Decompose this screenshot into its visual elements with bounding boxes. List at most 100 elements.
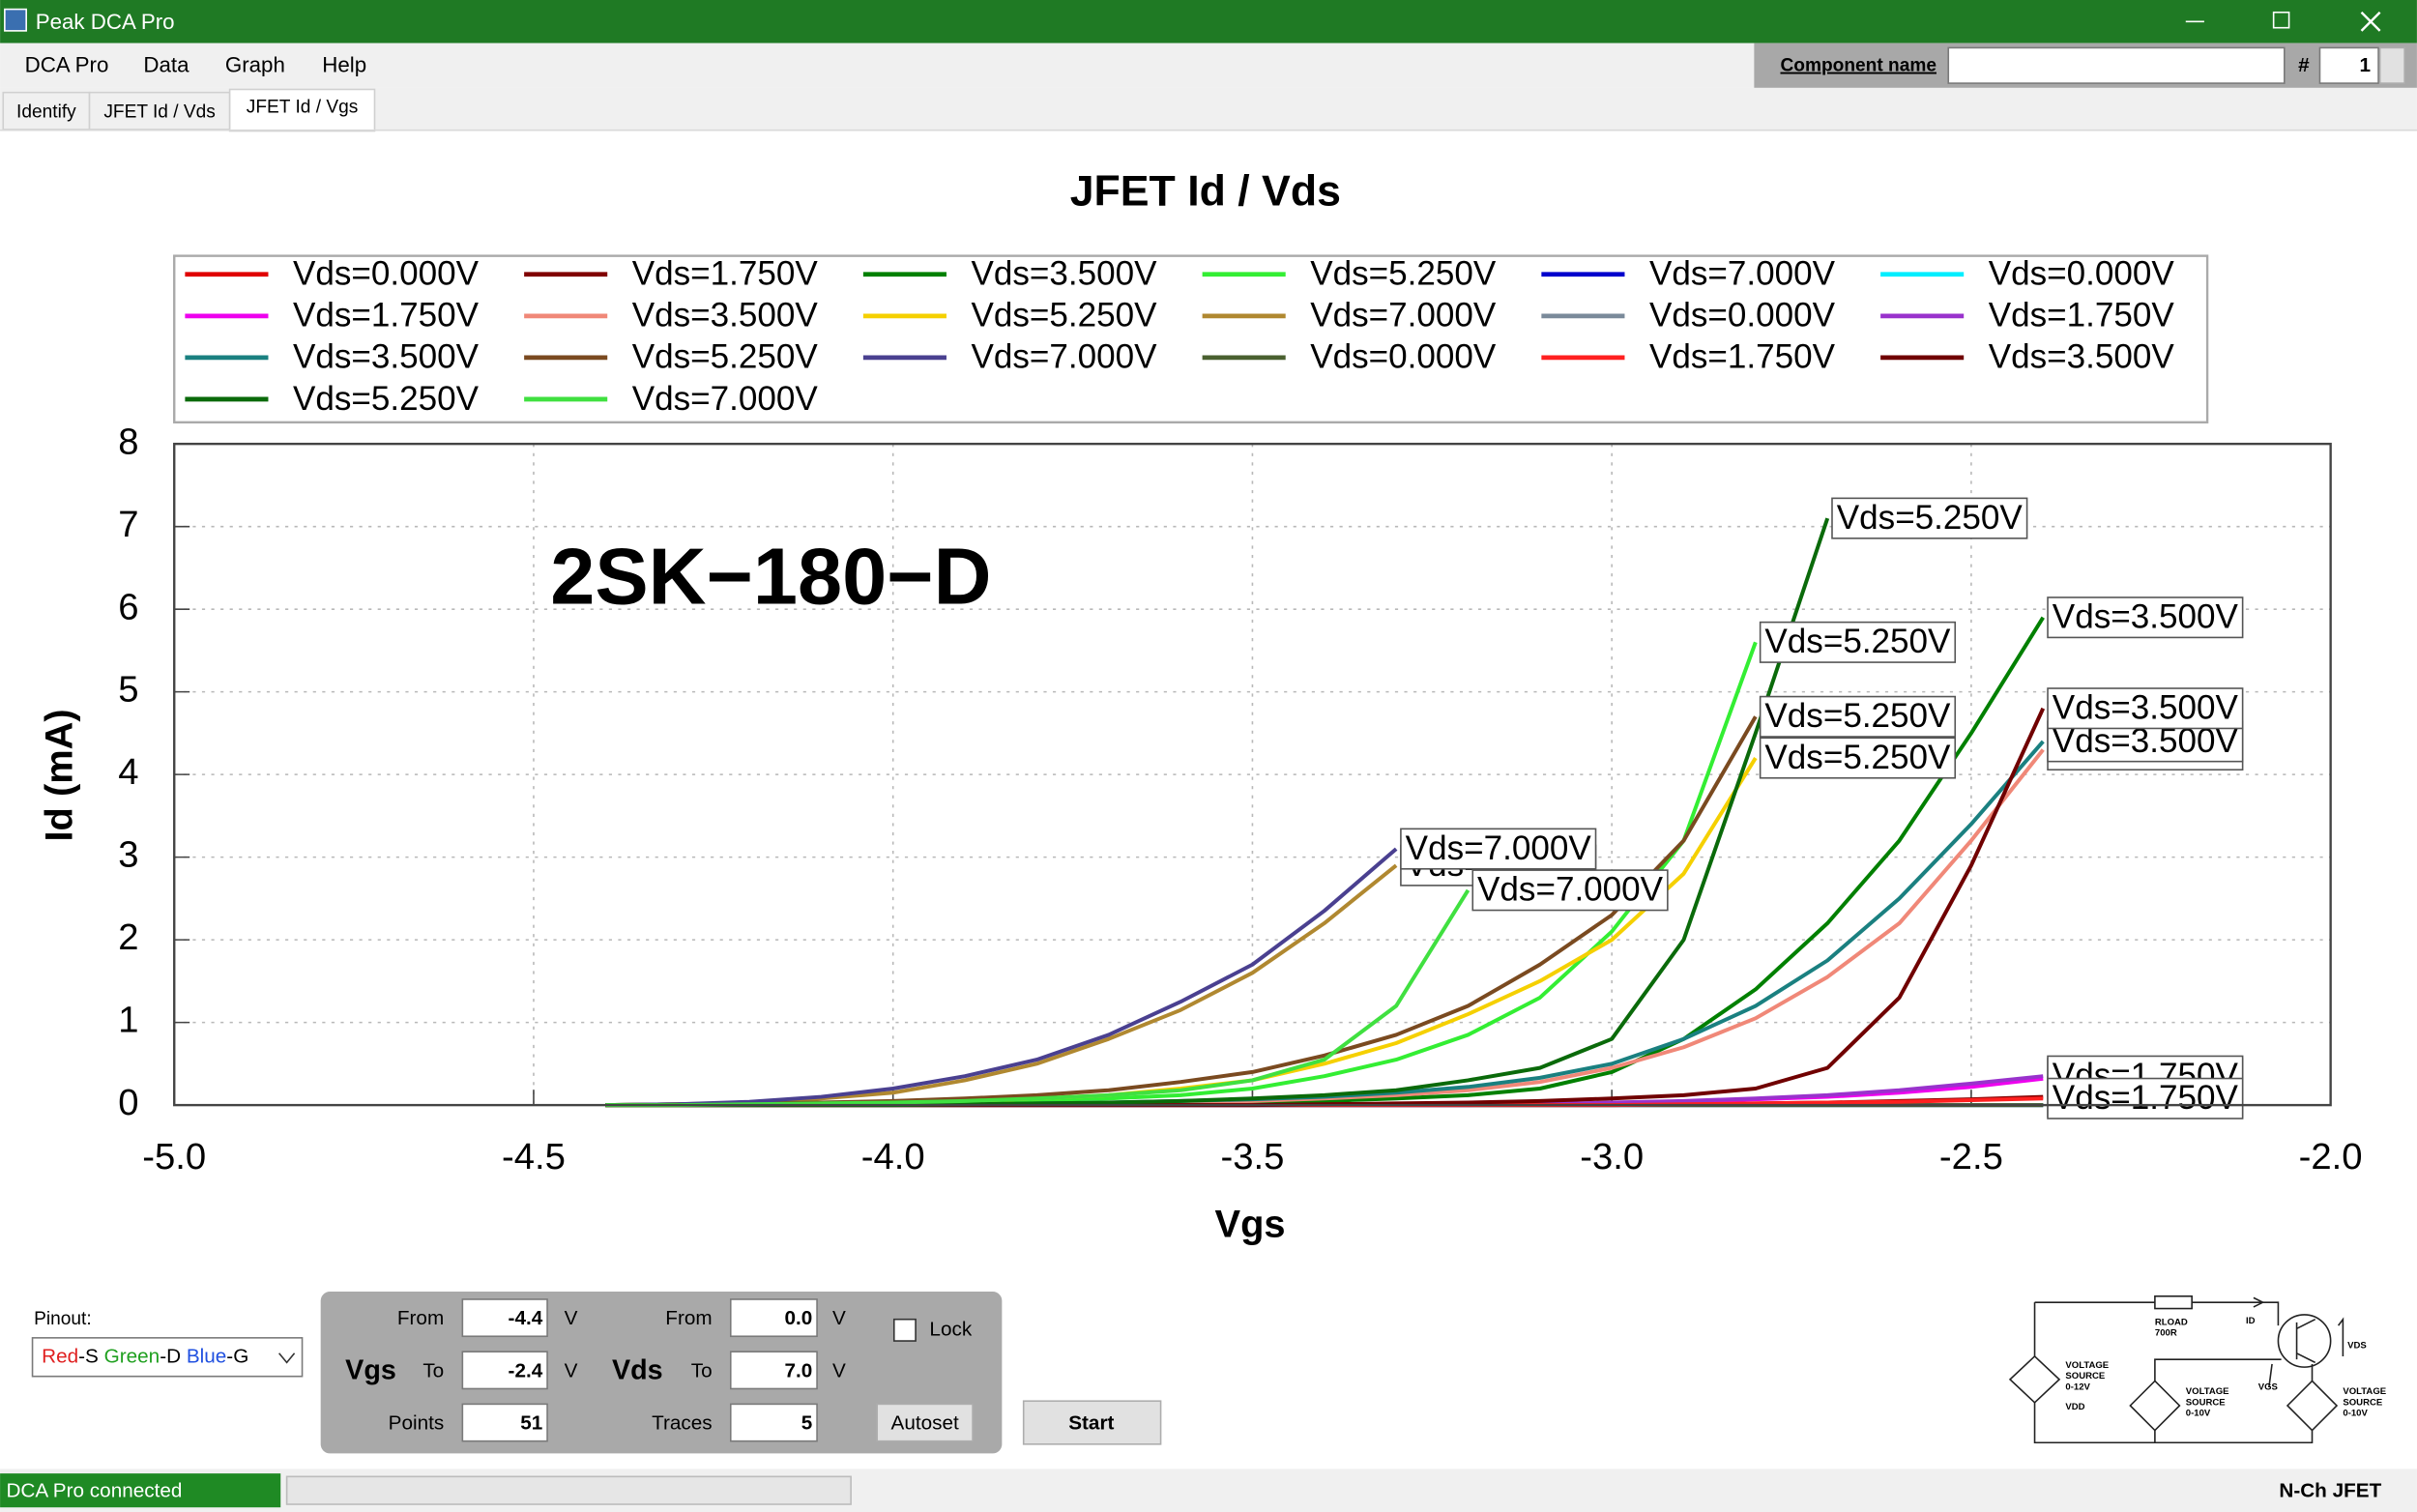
window-title: Peak DCA Pro bbox=[36, 10, 175, 34]
tab-label: JFET Id / Vgs bbox=[247, 98, 358, 118]
legend-label: Vds=5.250V bbox=[1310, 255, 1497, 293]
component-name-input[interactable] bbox=[1947, 46, 2286, 84]
pinout-label: Pinout: bbox=[34, 1309, 92, 1329]
end-label-box bbox=[1471, 869, 1669, 912]
vds-to-label: To bbox=[691, 1359, 713, 1381]
end-label-text: Vds=5.250V bbox=[1764, 697, 1951, 735]
vds-from-input[interactable] bbox=[729, 1298, 818, 1338]
schematic-label: SOURCE bbox=[2343, 1397, 2382, 1408]
end-label: Vds=5.250V bbox=[1831, 497, 2028, 539]
tab-label: Identify bbox=[16, 102, 76, 122]
end-label-box bbox=[2047, 1077, 2244, 1119]
y-axis-label: Id (mA) bbox=[38, 709, 80, 841]
menu-item[interactable]: DCA Pro bbox=[25, 52, 109, 76]
schematic-label: RLOAD bbox=[2155, 1317, 2188, 1327]
vgs-to-unit: V bbox=[565, 1359, 578, 1381]
schematic-label: VOLTAGE bbox=[2186, 1386, 2229, 1397]
end-label: Vds=3.500V bbox=[2047, 687, 2244, 730]
x-tick-label: -2.0 bbox=[2299, 1136, 2363, 1178]
data-line bbox=[605, 847, 1398, 1108]
legend-box bbox=[173, 254, 2209, 424]
end-label: Vds=5.250V bbox=[1759, 737, 1957, 779]
menu-item[interactable]: Help bbox=[322, 52, 366, 76]
tab[interactable] bbox=[88, 91, 231, 131]
menu-item[interactable]: Data bbox=[143, 52, 189, 76]
legend: Vds=0.000V Vds=1.750V Vds=3.500V Vds=5.250V… bbox=[185, 255, 2174, 418]
end-label-text: Vds=5.250V bbox=[1764, 623, 1951, 660]
legend-label: Vds=5.250V bbox=[632, 338, 819, 376]
vgs-to-label: To bbox=[422, 1359, 444, 1381]
x-tick-label: -4.0 bbox=[861, 1136, 925, 1178]
legend-label: Vds=0.000V bbox=[293, 255, 480, 293]
end-label-text: Vds=7.000V bbox=[1477, 871, 1664, 909]
schematic-label: ID bbox=[2246, 1316, 2256, 1326]
vds-to-value: 7.0 bbox=[784, 1359, 812, 1381]
legend-label: Vds=3.500V bbox=[1989, 338, 2175, 376]
traces-input[interactable] bbox=[729, 1403, 818, 1442]
legend-label: Vds=7.000V bbox=[1310, 297, 1497, 334]
legend-label: Vds=3.500V bbox=[632, 297, 819, 334]
schematic-label: VDS bbox=[2347, 1340, 2367, 1351]
app-icon bbox=[4, 8, 27, 32]
schematic-wires bbox=[2033, 1301, 2314, 1444]
vgs-to-input[interactable] bbox=[461, 1351, 548, 1390]
end-label: Vds=5.250V bbox=[1759, 695, 1957, 738]
gate-source bbox=[2129, 1380, 2181, 1432]
schematic bbox=[2008, 1295, 2344, 1444]
end-label-text: Vds=3.500V bbox=[2053, 689, 2239, 727]
points-input[interactable] bbox=[461, 1403, 548, 1442]
end-label: Vds=7.000V bbox=[1400, 828, 1597, 870]
legend-label: Vds=1.750V bbox=[1989, 297, 2175, 334]
vds-to-unit: V bbox=[832, 1359, 846, 1381]
restore-button[interactable] bbox=[2272, 11, 2290, 29]
progress-bar bbox=[285, 1475, 852, 1505]
y-tick-label: 4 bbox=[118, 751, 138, 793]
start-button[interactable] bbox=[1022, 1400, 1162, 1445]
legend-label: Vds=3.500V bbox=[971, 255, 1157, 293]
legend-label: Vds=0.000V bbox=[1989, 255, 2175, 293]
pinout-select[interactable] bbox=[31, 1337, 304, 1378]
plot-frame bbox=[173, 442, 2332, 1107]
tab-label: JFET Id / Vds bbox=[103, 102, 215, 122]
y-tick-label: 5 bbox=[118, 669, 138, 711]
autoset-button[interactable] bbox=[876, 1403, 974, 1442]
vgs-from-input[interactable] bbox=[461, 1298, 548, 1338]
resistor bbox=[2154, 1295, 2193, 1310]
legend-label: Vds=0.000V bbox=[1649, 297, 1836, 334]
end-label-box bbox=[2047, 596, 2244, 639]
start-label: Start bbox=[1068, 1412, 1114, 1435]
vds-from-unit: V bbox=[832, 1307, 846, 1329]
end-label-text: Vds=1.750V bbox=[2053, 1079, 2239, 1117]
schematic-label: VOLTAGE bbox=[2343, 1386, 2386, 1397]
number-input[interactable] bbox=[2318, 46, 2379, 84]
legend-label: Vds=7.000V bbox=[971, 338, 1157, 376]
vgs-label: Vgs bbox=[345, 1354, 396, 1385]
menu-item[interactable]: Graph bbox=[225, 52, 285, 76]
device-annotation: 2SK−180−D bbox=[550, 532, 991, 622]
end-label-box bbox=[1400, 828, 1597, 870]
legend-label: Vds=7.000V bbox=[1649, 255, 1836, 293]
pinout-part: Blue bbox=[187, 1346, 226, 1368]
close-button[interactable] bbox=[2360, 11, 2381, 32]
legend-label: Vds=5.250V bbox=[971, 297, 1157, 334]
y-tick-label: 8 bbox=[118, 421, 138, 462]
schematic-label: SOURCE bbox=[2065, 1371, 2105, 1381]
pinout-part: -G bbox=[226, 1346, 248, 1368]
schematic-label: 0-12V bbox=[2065, 1381, 2090, 1392]
x-tick-label: -2.5 bbox=[1939, 1136, 2003, 1178]
vds-from-label: From bbox=[665, 1307, 712, 1329]
number-spinner[interactable] bbox=[2378, 46, 2405, 84]
pinout-part: Green bbox=[104, 1346, 160, 1368]
points-value: 51 bbox=[520, 1412, 542, 1435]
lock-checkbox[interactable] bbox=[892, 1318, 917, 1342]
vgs-from-value: -4.4 bbox=[509, 1307, 543, 1329]
schematic-label: 0-10V bbox=[2343, 1408, 2368, 1418]
autoset-label: Autoset bbox=[891, 1412, 960, 1435]
x-tick-label: -5.0 bbox=[142, 1136, 206, 1178]
x-axis-label: Vgs bbox=[1215, 1204, 1286, 1246]
vds-to-input[interactable] bbox=[729, 1351, 818, 1390]
end-label-box bbox=[1759, 737, 1957, 779]
device-type: N-Ch JFET bbox=[2279, 1480, 2381, 1502]
